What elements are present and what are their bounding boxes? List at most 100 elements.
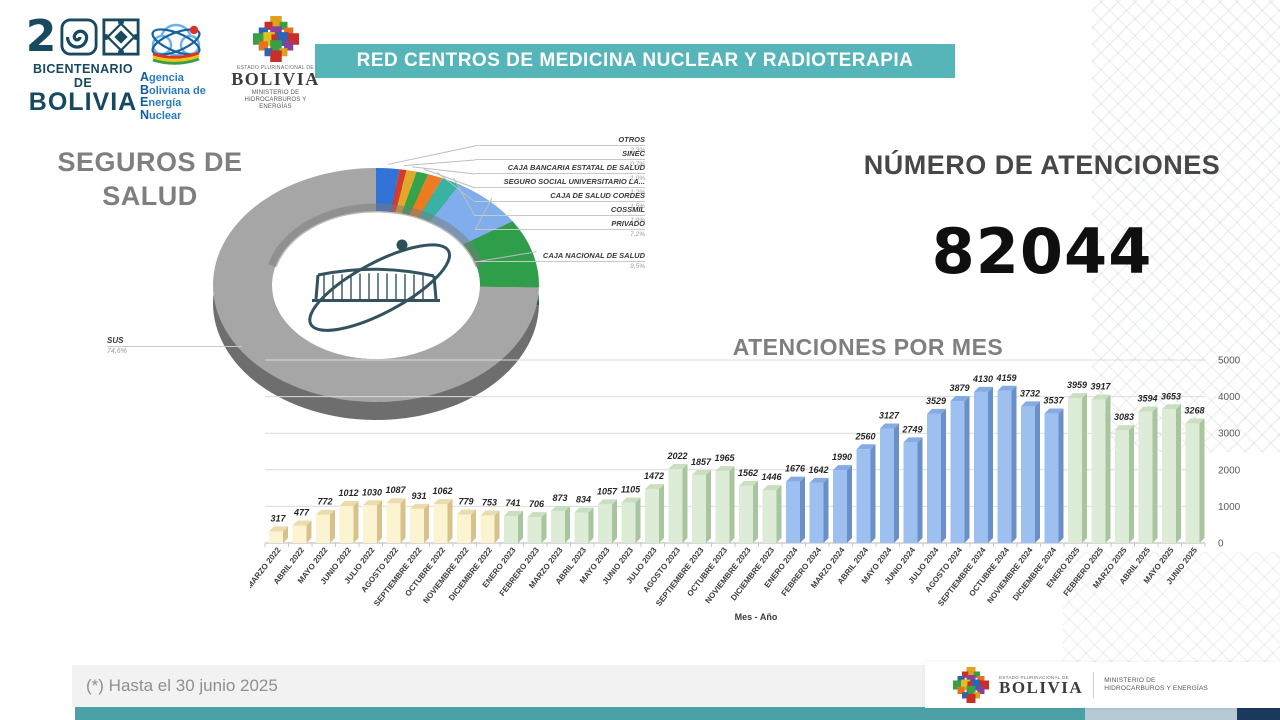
pie-label-caja-de-salud-cordes: CAJA DE SALUD CORDES 1,5% <box>475 191 645 210</box>
aben-line2: Boliviana de <box>140 82 206 97</box>
bar-value-label: 4130 <box>972 374 993 384</box>
ministry-header-logo: ESTADO PLURINACIONAL DE BOLIVIA MINISTER… <box>228 16 323 111</box>
bar-value-label: 1965 <box>714 453 735 463</box>
bar-value-label: 3653 <box>1161 391 1181 401</box>
bar-value-label: 1105 <box>621 485 641 495</box>
pie-label-name: CAJA NACIONAL DE SALUD <box>475 251 645 262</box>
bar-value-label: 1857 <box>691 457 712 467</box>
pie-label-pct: 1,0% <box>630 175 645 182</box>
y-tick-label: 2000 <box>1218 465 1241 476</box>
footer-navy-bar <box>1237 704 1280 720</box>
bar-value-label: 834 <box>576 494 591 504</box>
banner-title: RED CENTROS DE MEDICINA NUCLEAR Y RADIOT… <box>356 50 914 71</box>
pie-label-pct: 1,2% <box>630 189 645 196</box>
pie-label-name: SEGURO SOCIAL UNIVERSITARIO LA... <box>475 177 645 188</box>
pie-label-name: CAJA DE SALUD CORDES <box>475 191 645 202</box>
footer-ministry-dept1: MINISTERIO DE <box>1104 677 1156 684</box>
bar-value-label: 2749 <box>901 424 922 434</box>
bar-value-label: 2022 <box>666 451 687 461</box>
bar-value-label: 317 <box>270 513 286 523</box>
y-tick-label: 5000 <box>1218 356 1241 367</box>
bar-value-label: 3529 <box>926 396 946 406</box>
pie-section-title: SEGUROS DE SALUD <box>57 147 243 211</box>
footer-ministry-name: BOLIVIA <box>999 678 1084 697</box>
donut-segment-sinec <box>390 169 407 213</box>
pie-label-name: PRIVADO <box>475 219 645 230</box>
donut-segment-sus <box>212 168 539 402</box>
footer-ministry-dept2: HIDROCARBUROS Y ENERGÍAS <box>1104 685 1209 692</box>
bar-value-label: 3594 <box>1137 393 1157 403</box>
ministry-name: BOLIVIA <box>231 69 320 89</box>
bar-value-label: 873 <box>552 493 567 503</box>
chakana-icon <box>953 667 989 703</box>
bar-value-label: 4159 <box>995 373 1016 383</box>
bicentenario-line1: BICENTENARIO DE <box>33 62 133 90</box>
pie-label-sinec: SINEC 0,7% <box>475 149 645 168</box>
footer-teal-bar <box>75 707 1085 720</box>
footer-ministry-small: ESTADO PLURINACIONAL DE <box>999 675 1069 680</box>
footer-note: (*) Hasta el 30 junio 2025 <box>86 676 278 695</box>
aben-line4: Nuclear <box>140 107 182 122</box>
bar-value-label: 772 <box>317 497 332 507</box>
footer-logo-divider <box>1093 672 1095 698</box>
pie-leader-line <box>387 145 476 165</box>
bar-value-label: 1990 <box>832 452 852 462</box>
pie-label-pct: 7,2% <box>630 231 645 238</box>
atenciones-title: NÚMERO DE ATENCIONES <box>863 150 1221 180</box>
bicentenario-line2: BOLIVIA <box>28 88 138 116</box>
pie-label-name: CAJA BANCARIA ESTATAL DE SALUD <box>475 163 645 174</box>
pie-leader-line <box>436 171 476 203</box>
pie-label-cossmil: COSSMIL 1,9% <box>475 205 645 224</box>
y-tick-label: 1000 <box>1218 502 1241 513</box>
pie-leader-line <box>474 197 493 231</box>
ministry-dept2: HIDROCARBUROS Y ENERGÍAS <box>244 97 307 110</box>
ministry-dept1: MINISTERIO DE <box>251 90 300 96</box>
pie-label-pct: 1,5% <box>630 203 645 210</box>
bar-value-label: 706 <box>529 499 545 509</box>
bar-value-label: 1057 <box>597 486 618 496</box>
spiral-icon <box>60 18 98 56</box>
bar-value-label: 1676 <box>785 464 806 474</box>
bar-value-label: 1472 <box>644 471 664 481</box>
bar-value-label: 2560 <box>854 431 875 441</box>
bar-value-label: 1012 <box>338 488 358 498</box>
facility-illustration-icon <box>308 239 452 332</box>
chakana-icon <box>252 16 299 62</box>
y-tick-label: 4000 <box>1218 392 1241 403</box>
y-tick-label: 3000 <box>1218 429 1241 440</box>
pie-label-pct: 9,5% <box>630 263 645 270</box>
donut-segment-cossmil <box>418 178 460 222</box>
bars-section-title: ATENCIONES POR MES <box>732 334 1004 360</box>
pie-label-pct: 1,9% <box>630 217 645 224</box>
bars-xaxis-label: Mes - Año <box>734 612 778 622</box>
bar-value-label: 741 <box>505 498 520 508</box>
aben-line3: Energía <box>140 95 182 109</box>
donut-segment-otros <box>376 168 400 212</box>
bar-value-label: 3879 <box>949 383 969 393</box>
pie-leader-line <box>423 168 476 189</box>
aben-logo: Agencia Boliviana de Energía Nuclear <box>140 18 220 122</box>
pie-label-name: SINEC <box>475 149 645 160</box>
aben-line1: Agencia <box>140 70 184 84</box>
pie-label-pct: 2,3% <box>630 147 645 154</box>
pie-leader-line <box>474 251 537 263</box>
footer-ministry-logo: ESTADO PLURINACIONAL DE BOLIVIA MINISTER… <box>925 662 1280 708</box>
pie-label-pct: 0,7% <box>630 161 645 168</box>
title-banner: RED CENTROS DE MEDICINA NUCLEAR Y RADIOT… <box>315 44 955 78</box>
pie-label-otros: OTROS 2,3% <box>475 135 645 154</box>
donut-inner-shadow <box>268 203 484 268</box>
bicentenario-logo: 2 BICENTENARIO DE BOLIVIA <box>24 15 142 116</box>
donut-chart <box>212 145 539 420</box>
bar-value-label: 477 <box>293 508 310 518</box>
pie-label-name: OTROS <box>475 135 645 146</box>
atenciones-total: 82044 <box>931 215 1153 288</box>
bar-value-label: 3127 <box>879 411 900 421</box>
pie-leader-line <box>403 159 476 167</box>
donut-segment-caja-nacional-de-salud <box>463 221 539 288</box>
bar-value-label: 3083 <box>1114 412 1134 422</box>
donut-segment-caja-bancaria-estatal-de-salud <box>395 170 417 214</box>
bar-value-label: 3732 <box>1020 388 1040 398</box>
